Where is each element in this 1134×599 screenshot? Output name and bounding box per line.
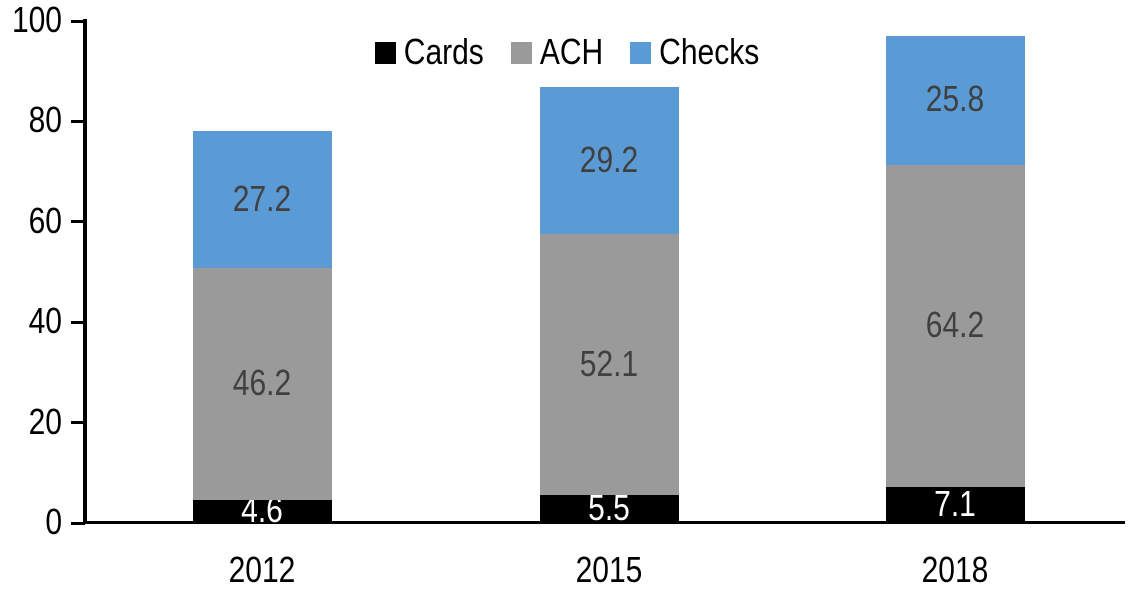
y-axis-tick xyxy=(71,421,85,425)
x-axis-category-label: 2018 xyxy=(921,550,989,591)
legend-label: Checks xyxy=(659,32,760,73)
bar-value-label: 46.2 xyxy=(232,363,292,404)
legend-swatch-cards xyxy=(374,42,396,64)
bar-value-label: 5.5 xyxy=(588,488,630,529)
y-axis-tick xyxy=(71,119,85,123)
legend-swatch-checks xyxy=(630,42,652,64)
legend-item: Cards xyxy=(374,32,484,73)
x-axis-category-label: 2015 xyxy=(575,550,643,591)
bar-segment-checks: 25.8 xyxy=(885,35,1025,166)
y-axis-tick xyxy=(71,220,85,224)
legend-label: Cards xyxy=(403,32,484,73)
bar-segment-ach: 52.1 xyxy=(539,233,679,496)
bar-segment-checks: 27.2 xyxy=(192,131,332,268)
bar-value-label: 52.1 xyxy=(579,344,639,384)
bar-value-label: 25.8 xyxy=(925,79,985,120)
bar-segment-cards: 7.1 xyxy=(885,484,1025,525)
y-axis-tick-label: 40 xyxy=(28,301,62,342)
chart-legend: Cards ACH Checks xyxy=(0,32,1134,73)
bar-value-label: 7.1 xyxy=(934,484,976,525)
y-axis-tick xyxy=(71,521,85,525)
legend-item: ACH xyxy=(510,32,604,73)
y-axis-tick-label: 60 xyxy=(28,201,62,241)
y-axis-tick xyxy=(71,19,85,23)
y-axis-tick-label: 100 xyxy=(11,0,62,41)
bar-segment-ach: 46.2 xyxy=(192,267,332,500)
bar-value-label: 27.2 xyxy=(232,179,292,219)
bar-segment-cards: 5.5 xyxy=(539,491,679,527)
bar-value-label: 64.2 xyxy=(925,305,985,346)
legend-item: Checks xyxy=(630,32,760,73)
x-axis-category-label: 2012 xyxy=(228,550,296,591)
y-axis-tick-label: 20 xyxy=(28,402,62,442)
bar-segment-ach: 64.2 xyxy=(885,165,1025,488)
y-axis-tick-label: 0 xyxy=(45,502,62,543)
bar-segment-checks: 29.2 xyxy=(539,87,679,234)
y-axis-tick xyxy=(71,320,85,324)
legend-swatch-ach xyxy=(510,42,532,64)
y-axis-line xyxy=(83,19,87,524)
bar-segment-cards: 4.6 xyxy=(192,493,332,529)
legend-label: ACH xyxy=(539,32,604,73)
y-axis-tick-label: 80 xyxy=(28,100,62,141)
bar-value-label: 29.2 xyxy=(579,140,639,180)
